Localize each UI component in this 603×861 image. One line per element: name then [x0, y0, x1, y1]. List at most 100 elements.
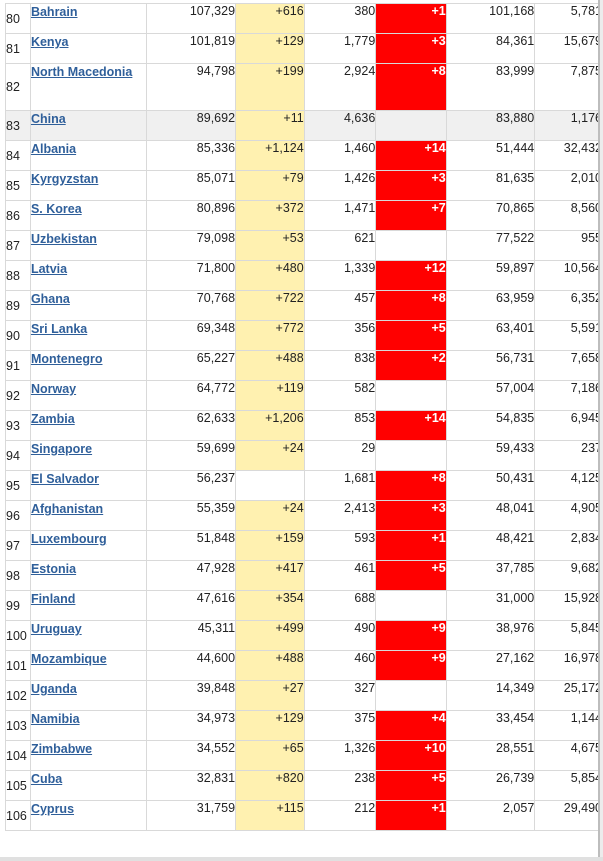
total-deaths-cell: 460: [303, 650, 377, 681]
country-cell: Singapore: [29, 440, 147, 471]
country-link[interactable]: Ghana: [30, 292, 70, 306]
recovered-cell: 77,522: [445, 230, 536, 261]
new-cases-cell: +1,124: [235, 140, 305, 171]
country-link[interactable]: El Salvador: [30, 472, 100, 486]
country-link[interactable]: Kenya: [30, 35, 69, 49]
total-cases-cell: 107,329: [145, 3, 237, 34]
country-link[interactable]: Namibia: [30, 712, 80, 726]
table-row: 81 Kenya 101,819 +129 1,779 +3 84,361 15,679: [5, 33, 603, 64]
new-cases-cell: +488: [235, 650, 305, 681]
country-link[interactable]: Luxembourg: [30, 532, 107, 546]
new-cases-cell: [235, 470, 305, 501]
new-deaths-cell: +8: [375, 63, 447, 111]
country-link[interactable]: Uruguay: [30, 622, 82, 636]
rank-cell: 80: [5, 3, 31, 34]
table-row: 106 Cyprus 31,759 +115 212 +1 2,057 29,490: [5, 800, 603, 831]
table-row: 104 Zimbabwe 34,552 +65 1,326 +10 28,551 4,675: [5, 740, 603, 771]
new-cases-cell: +417: [235, 560, 305, 591]
total-deaths-cell: 490: [303, 620, 377, 651]
active-cases-cell: 237: [534, 440, 603, 471]
country-link[interactable]: Montenegro: [30, 352, 103, 366]
active-cases-cell: 5,845: [534, 620, 603, 651]
active-cases-cell: 4,125: [534, 470, 603, 501]
table-right-border: [598, 0, 600, 861]
new-cases-cell: +480: [235, 260, 305, 291]
rank-cell: 90: [5, 320, 31, 351]
country-link[interactable]: China: [30, 112, 66, 126]
country-link[interactable]: Finland: [30, 592, 76, 606]
country-link[interactable]: Zimbabwe: [30, 742, 93, 756]
recovered-cell: 81,635: [445, 170, 536, 201]
rank-cell: 104: [5, 740, 31, 771]
total-cases-cell: 69,348: [145, 320, 237, 351]
country-link[interactable]: Singapore: [30, 442, 93, 456]
country-link[interactable]: Latvia: [30, 262, 68, 276]
country-link[interactable]: Estonia: [30, 562, 77, 576]
country-link[interactable]: Albania: [30, 142, 77, 156]
recovered-cell: 59,897: [445, 260, 536, 291]
new-cases-cell: +24: [235, 500, 305, 531]
new-cases-cell: +820: [235, 770, 305, 801]
active-cases-cell: 32,432: [534, 140, 603, 171]
rank-cell: 88: [5, 260, 31, 291]
total-cases-cell: 56,237: [145, 470, 237, 501]
active-cases-cell: 29,490: [534, 800, 603, 831]
country-link[interactable]: Kyrgyzstan: [30, 172, 99, 186]
country-link[interactable]: Zambia: [30, 412, 75, 426]
total-cases-cell: 45,311: [145, 620, 237, 651]
total-deaths-cell: 238: [303, 770, 377, 801]
active-cases-cell: 6,945: [534, 410, 603, 441]
total-cases-cell: 34,973: [145, 710, 237, 741]
new-cases-cell: +27: [235, 680, 305, 711]
new-deaths-cell: [375, 680, 447, 711]
total-cases-cell: 59,699: [145, 440, 237, 471]
scrollbar[interactable]: [600, 0, 603, 861]
rank-cell: 86: [5, 200, 31, 231]
country-link[interactable]: Sri Lanka: [30, 322, 88, 336]
total-cases-cell: 85,071: [145, 170, 237, 201]
table-row: 98 Estonia 47,928 +417 461 +5 37,785 9,682: [5, 560, 603, 591]
active-cases-cell: 7,658: [534, 350, 603, 381]
rank-cell: 97: [5, 530, 31, 561]
country-link[interactable]: Mozambique: [30, 652, 107, 666]
recovered-cell: 26,739: [445, 770, 536, 801]
new-deaths-cell: +5: [375, 320, 447, 351]
total-deaths-cell: 1,339: [303, 260, 377, 291]
country-link[interactable]: North Macedonia: [30, 65, 133, 79]
rank-cell: 87: [5, 230, 31, 261]
table-row: 85 Kyrgyzstan 85,071 +79 1,426 +3 81,635 2,010: [5, 170, 603, 201]
new-cases-cell: +65: [235, 740, 305, 771]
total-deaths-cell: 461: [303, 560, 377, 591]
new-cases-cell: +372: [235, 200, 305, 231]
recovered-cell: 14,349: [445, 680, 536, 711]
rank-cell: 91: [5, 350, 31, 381]
country-link[interactable]: S. Korea: [30, 202, 82, 216]
new-deaths-cell: +3: [375, 33, 447, 64]
country-link[interactable]: Bahrain: [30, 5, 78, 19]
country-cell: Kyrgyzstan: [29, 170, 147, 201]
country-link[interactable]: Uzbekistan: [30, 232, 97, 246]
country-link[interactable]: Cuba: [30, 772, 63, 786]
new-deaths-cell: +12: [375, 260, 447, 291]
country-cell: Mozambique: [29, 650, 147, 681]
recovered-cell: 63,401: [445, 320, 536, 351]
total-cases-cell: 55,359: [145, 500, 237, 531]
new-deaths-cell: +10: [375, 740, 447, 771]
recovered-cell: 28,551: [445, 740, 536, 771]
country-link[interactable]: Uganda: [30, 682, 77, 696]
country-cell: Zimbabwe: [29, 740, 147, 771]
new-cases-cell: +354: [235, 590, 305, 621]
recovered-cell: 83,999: [445, 63, 536, 111]
table-row: 95 El Salvador 56,237 1,681 +8 50,431 4,125: [5, 470, 603, 501]
rank-cell: 82: [5, 63, 31, 111]
total-cases-cell: 32,831: [145, 770, 237, 801]
country-link[interactable]: Afghanistan: [30, 502, 104, 516]
country-link[interactable]: Cyprus: [30, 802, 75, 816]
new-deaths-cell: +14: [375, 410, 447, 441]
active-cases-cell: 9,682: [534, 560, 603, 591]
rank-cell: 92: [5, 380, 31, 411]
active-cases-cell: 955: [534, 230, 603, 261]
country-link[interactable]: Norway: [30, 382, 77, 396]
total-deaths-cell: 380: [303, 3, 377, 34]
new-deaths-cell: +8: [375, 470, 447, 501]
